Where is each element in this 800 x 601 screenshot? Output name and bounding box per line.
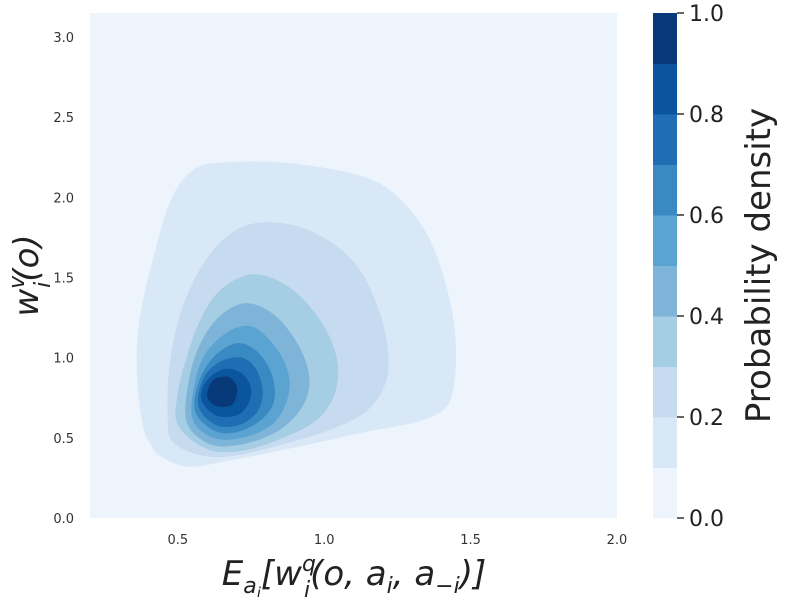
- x-tick-label: 0.5: [167, 533, 188, 548]
- x-axis-label: Eai[wq i(o, ai, a−i)]: [222, 552, 487, 597]
- y-tick-label: 0.5: [53, 432, 74, 447]
- x-tick-label: 1.0: [314, 533, 335, 548]
- colorbar-band: [653, 467, 677, 519]
- y-axis: 0.0 0.5 1.0 1.5 2.0 2.5 3.0: [53, 31, 74, 527]
- colorbar-band: [653, 316, 677, 367]
- x-tick-label: 2.0: [607, 533, 628, 548]
- colorbar-band: [653, 215, 677, 266]
- colorbar-tick-label: 0.8: [689, 103, 724, 128]
- y-tick-label: 2.0: [53, 191, 74, 206]
- x-tick-label: 1.5: [460, 533, 481, 548]
- plot-area: [90, 13, 617, 518]
- colorbar-tick-label: 1.0: [689, 2, 724, 27]
- colorbar: 0.0 0.2 0.4 0.6 0.8 1.0 Probability density: [653, 2, 779, 532]
- colorbar-tick-label: 0.2: [689, 406, 724, 431]
- axis-labels: Eai[wq i(o, ai, a−i)] wvi(o): [5, 234, 487, 601]
- y-tick-label: 1.0: [53, 352, 74, 367]
- y-tick-label: 0.0: [53, 512, 74, 527]
- y-tick-label: 1.5: [53, 272, 74, 287]
- colorbar-tick-label: 0.4: [689, 305, 724, 330]
- colorbar-band: [653, 164, 677, 216]
- colorbar-tick-label: 0.0: [689, 507, 724, 532]
- y-tick-label: 2.5: [53, 111, 74, 126]
- colorbar-tick-label: 0.6: [689, 204, 724, 229]
- colorbar-label: Probability density: [739, 108, 779, 423]
- contour-level-1-0: [214, 381, 227, 400]
- x-axis: 0.5 1.0 1.5 2.0: [167, 533, 627, 548]
- colorbar-band: [653, 366, 677, 418]
- colorbar-band: [653, 417, 677, 468]
- colorbar-band: [653, 265, 677, 317]
- colorbar-band: [653, 114, 677, 165]
- colorbar-band: [653, 13, 677, 64]
- y-axis-label: wvi(o): [5, 234, 56, 316]
- y-tick-label: 3.0: [53, 31, 74, 46]
- colorbar-band: [653, 63, 677, 115]
